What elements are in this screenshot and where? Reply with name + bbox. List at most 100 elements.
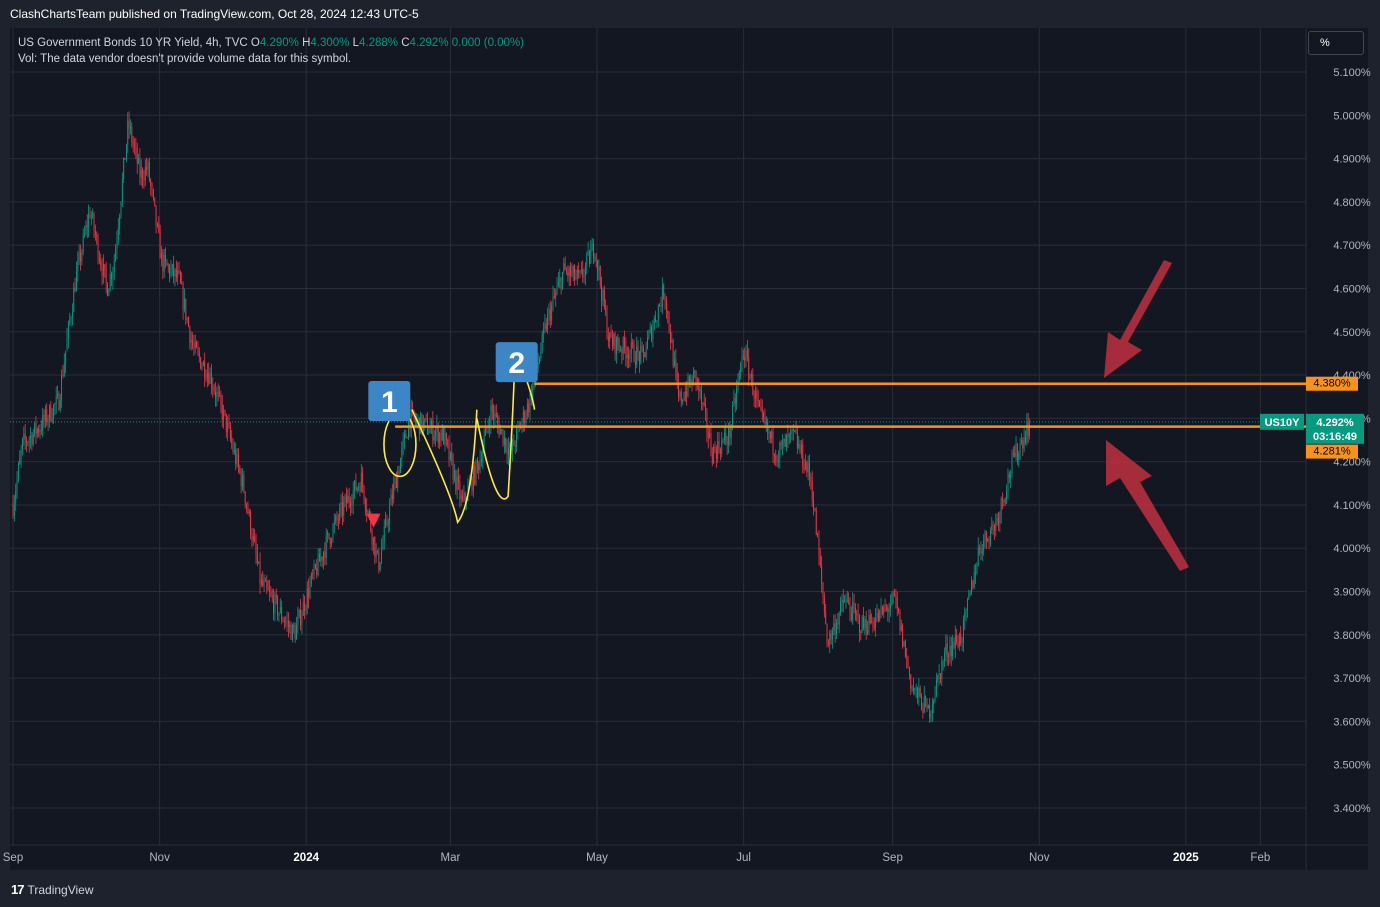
candle-body: [763, 412, 765, 418]
candle-body: [503, 437, 505, 445]
candle-body: [117, 228, 119, 240]
candle-body: [849, 604, 851, 613]
candle-body: [1002, 498, 1003, 502]
candle-body: [402, 439, 404, 448]
candle-body: [769, 431, 771, 439]
candle-body: [525, 416, 527, 423]
candle-body: [193, 345, 195, 348]
candle-body: [668, 314, 670, 331]
tradingview-logo[interactable]: 17 TradingView: [11, 882, 94, 897]
candle-body: [532, 384, 534, 401]
y-tick-label: 4.500%: [1333, 327, 1371, 339]
candle-body: [162, 252, 164, 272]
candle-body: [981, 550, 983, 554]
candle-body: [451, 451, 453, 459]
marker-label: 2: [508, 347, 525, 380]
candle-body: [143, 179, 145, 181]
unit-toggle-button[interactable]: %: [1308, 31, 1364, 55]
candle-body: [132, 142, 134, 145]
candle-body: [1012, 452, 1014, 455]
candle-body: [713, 446, 715, 464]
candle-body: [382, 542, 384, 549]
candle-body: [266, 580, 268, 588]
candle-body: [471, 478, 473, 491]
candle-body: [780, 442, 782, 445]
candle-body: [575, 276, 577, 280]
candle-body: [12, 504, 14, 516]
candle-body: [282, 619, 284, 622]
candle-body: [881, 606, 883, 614]
candle-body: [1025, 437, 1026, 443]
y-tick-label: 3.500%: [1333, 760, 1371, 772]
candle-body: [320, 556, 322, 562]
candle-body: [964, 612, 966, 620]
candle-body: [260, 579, 262, 585]
arrow-up-left-icon: [1106, 440, 1189, 571]
candle-body: [231, 438, 233, 444]
candle-body: [104, 264, 106, 270]
candle-body: [188, 318, 189, 327]
candle-body: [838, 613, 840, 625]
candle-body: [622, 337, 624, 354]
candle-body: [926, 699, 928, 709]
candle-body: [894, 593, 895, 596]
candle-body: [212, 386, 214, 389]
candle-body: [975, 572, 976, 575]
candle-body: [710, 433, 712, 453]
candle-body: [632, 342, 634, 345]
chart-pane[interactable]: [10, 28, 1368, 870]
candle-body: [116, 239, 118, 249]
candle-body: [247, 506, 249, 514]
candle-body: [121, 178, 123, 202]
candle-body: [368, 511, 370, 516]
candle-body: [23, 433, 25, 439]
candle-body: [255, 541, 257, 555]
candle-body: [22, 438, 23, 450]
candle-body: [204, 361, 206, 378]
candle-body: [590, 250, 592, 264]
candle-body: [694, 370, 696, 372]
candle-body: [748, 357, 750, 379]
candle-body: [441, 427, 443, 441]
candle-body: [375, 550, 377, 557]
candle-body: [756, 391, 758, 400]
candle-body: [178, 270, 180, 273]
candle-body: [278, 612, 280, 616]
y-tick-label: 4.200%: [1333, 457, 1371, 469]
candle-body: [896, 598, 898, 609]
candle-body: [139, 157, 141, 178]
candle-body: [283, 621, 285, 623]
candle-body: [987, 539, 989, 542]
candle-body: [709, 433, 711, 438]
candle-body: [904, 641, 906, 657]
symbol-title[interactable]: US Government Bonds 10 YR Yield, 4h, TVC: [18, 37, 248, 49]
candle-body: [937, 674, 939, 680]
candle-body: [405, 433, 407, 438]
candle-body: [252, 536, 254, 541]
candle-body: [605, 307, 607, 312]
candle-body: [232, 443, 234, 452]
candle-body: [449, 451, 451, 460]
candle-body: [660, 304, 662, 307]
candle-body: [671, 340, 673, 343]
candle-body: [499, 429, 501, 435]
candle-body: [209, 372, 211, 384]
candle-body: [903, 641, 905, 647]
candle-body: [371, 530, 373, 545]
y-tick-label: 4.900%: [1333, 154, 1371, 166]
x-tick-label: 2024: [293, 852, 319, 864]
candle-body: [240, 471, 242, 487]
candle-body: [202, 361, 204, 366]
candle-body: [312, 573, 314, 575]
candle-body: [729, 427, 731, 438]
candle-body: [196, 342, 198, 348]
candle-body: [142, 169, 144, 180]
candle-body: [570, 267, 571, 276]
candle-body: [1015, 443, 1017, 457]
candle-body: [556, 286, 558, 293]
candle-body: [290, 624, 292, 640]
candle-body: [848, 599, 850, 605]
candle-body: [876, 612, 878, 619]
price-tag-bg: [1306, 413, 1364, 430]
